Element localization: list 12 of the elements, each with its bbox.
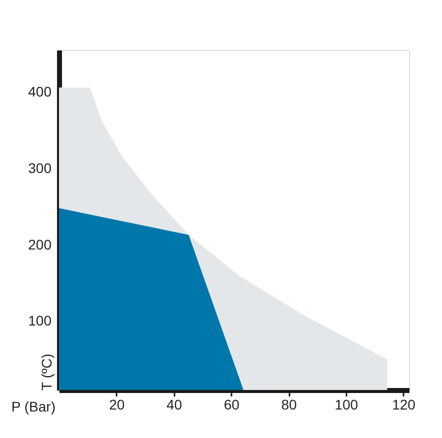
x-tick-label: 20 — [109, 396, 125, 412]
y-tick-label: 200 — [28, 236, 52, 252]
x-tick-label: 80 — [281, 396, 298, 412]
y-axis-title: T (ºC) — [38, 354, 54, 390]
x-tick-label: 40 — [166, 396, 182, 412]
x-tick-label: 60 — [224, 396, 240, 412]
x-tick-label: 120 — [392, 396, 416, 412]
y-tick-label: 400 — [28, 84, 52, 100]
x-axis-title: P (Bar) — [11, 398, 56, 414]
y-tick-label: 300 — [28, 160, 52, 176]
x-tick-label: 100 — [334, 396, 358, 412]
y-tick-label: 100 — [28, 312, 52, 329]
